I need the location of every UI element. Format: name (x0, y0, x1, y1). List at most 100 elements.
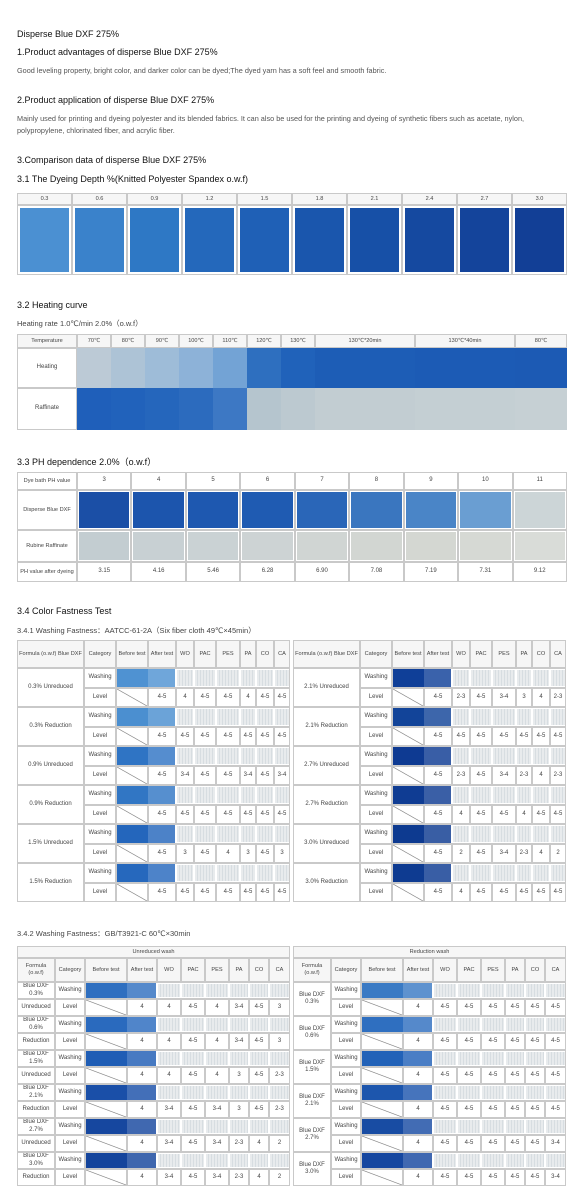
fiber-strip (270, 984, 289, 997)
category: Level (55, 1067, 85, 1084)
fiber-strip (546, 1120, 565, 1133)
level: 2 (269, 1135, 290, 1152)
level: 4 (127, 1033, 157, 1050)
swatch (111, 388, 145, 430)
fiber-strip (270, 1052, 289, 1065)
level: 2 (550, 843, 566, 863)
fiber-strip (275, 826, 289, 842)
level: 4-5 (216, 687, 240, 707)
level: 4-5 (176, 804, 194, 824)
fiber-strip (517, 787, 531, 803)
table-header: 110℃ (213, 334, 247, 348)
level: 4 (157, 999, 181, 1016)
level: 3 (274, 843, 290, 863)
before-swatch (117, 708, 148, 726)
before-swatch (86, 1085, 127, 1100)
level: 3-4 (157, 1135, 181, 1152)
level: 2-3 (516, 843, 532, 863)
fiber-strip (551, 865, 565, 881)
after-swatch (424, 747, 451, 765)
table-header: After test (127, 958, 157, 982)
fiber-strip (182, 1052, 204, 1065)
fiber-strip (482, 1120, 504, 1133)
level: 4-5 (148, 765, 176, 785)
level: 3-4 (157, 1169, 181, 1186)
diagonal-cell (392, 726, 424, 746)
table-header: WO (433, 958, 457, 982)
category: Washing (331, 1016, 361, 1033)
level: 4 (532, 687, 550, 707)
before-swatch (393, 825, 424, 843)
level: 2-3 (269, 1101, 290, 1118)
after-swatch (127, 983, 156, 998)
fiber-strip (241, 709, 255, 725)
swatch (145, 348, 179, 388)
table-header: Category (84, 640, 116, 668)
fiber-strip (506, 1120, 524, 1133)
swatch (187, 532, 239, 560)
fiber-strip (257, 670, 273, 686)
level: 4-5 (256, 687, 274, 707)
fiber-strip (458, 1018, 480, 1031)
level: 4 (127, 1101, 157, 1118)
formula-note: Reduction (17, 1169, 55, 1186)
fiber-strip (517, 670, 531, 686)
level: 4-5 (481, 1135, 505, 1152)
level: 4-5 (274, 804, 290, 824)
fiber-strip (250, 984, 268, 997)
swatch (20, 208, 69, 272)
ph-value: 7.31 (458, 562, 513, 582)
level: 4 (452, 882, 470, 902)
level: 4 (403, 1101, 433, 1118)
fiber-strip (195, 670, 215, 686)
fiber-strip (546, 1052, 565, 1065)
ph-value: 9.12 (512, 562, 567, 582)
swatch (460, 208, 509, 272)
level: 4 (240, 687, 256, 707)
formula: Blue DXF 2.1% (293, 1084, 331, 1118)
formula: Blue DXF 2.1% (17, 1084, 55, 1101)
level: 2 (269, 1169, 290, 1186)
swatch (515, 208, 564, 272)
fiber-strip (195, 748, 215, 764)
swatch (315, 348, 415, 388)
fiber-strip (471, 748, 491, 764)
fiber-strip (230, 1154, 248, 1167)
level: 4-5 (516, 882, 532, 902)
fiber-strip (217, 670, 239, 686)
diagonal-cell (392, 843, 424, 863)
level: 4-5 (470, 726, 492, 746)
category: Level (84, 882, 116, 902)
level: 4-5 (545, 1101, 566, 1118)
level: 4-5 (481, 1033, 505, 1050)
table-header: Category (55, 958, 85, 982)
swatch (130, 208, 179, 272)
table-header: After test (148, 640, 176, 668)
fiber-strip (250, 1120, 268, 1133)
swatch (75, 208, 124, 272)
diagonal-cell (116, 765, 148, 785)
level: 4-5 (148, 726, 176, 746)
formula: 2.7% Reduction (293, 785, 360, 824)
section-heading: 1.Product advantages of disperse Blue DX… (17, 47, 218, 57)
fiber-strip (506, 1018, 524, 1031)
depth-label: 2.1 (347, 193, 402, 205)
fiber-strip (526, 1052, 544, 1065)
table-header: WO (157, 958, 181, 982)
level: 3-4 (545, 1169, 566, 1186)
fiber-strip (230, 1086, 248, 1099)
level: 4-5 (550, 882, 566, 902)
swatch (179, 388, 213, 430)
fiber-strip (257, 787, 273, 803)
swatch (351, 532, 402, 560)
before-swatch (117, 864, 148, 882)
table-header: 130℃*20min (315, 334, 415, 348)
swatch (179, 348, 213, 388)
level: 4 (205, 1067, 229, 1084)
after-swatch (403, 1017, 432, 1032)
diagonal-cell (361, 999, 403, 1016)
fiber-strip (177, 787, 193, 803)
before-swatch (362, 1017, 403, 1032)
ph-value: 4.16 (131, 562, 186, 582)
depth-label: 2.4 (402, 193, 457, 205)
